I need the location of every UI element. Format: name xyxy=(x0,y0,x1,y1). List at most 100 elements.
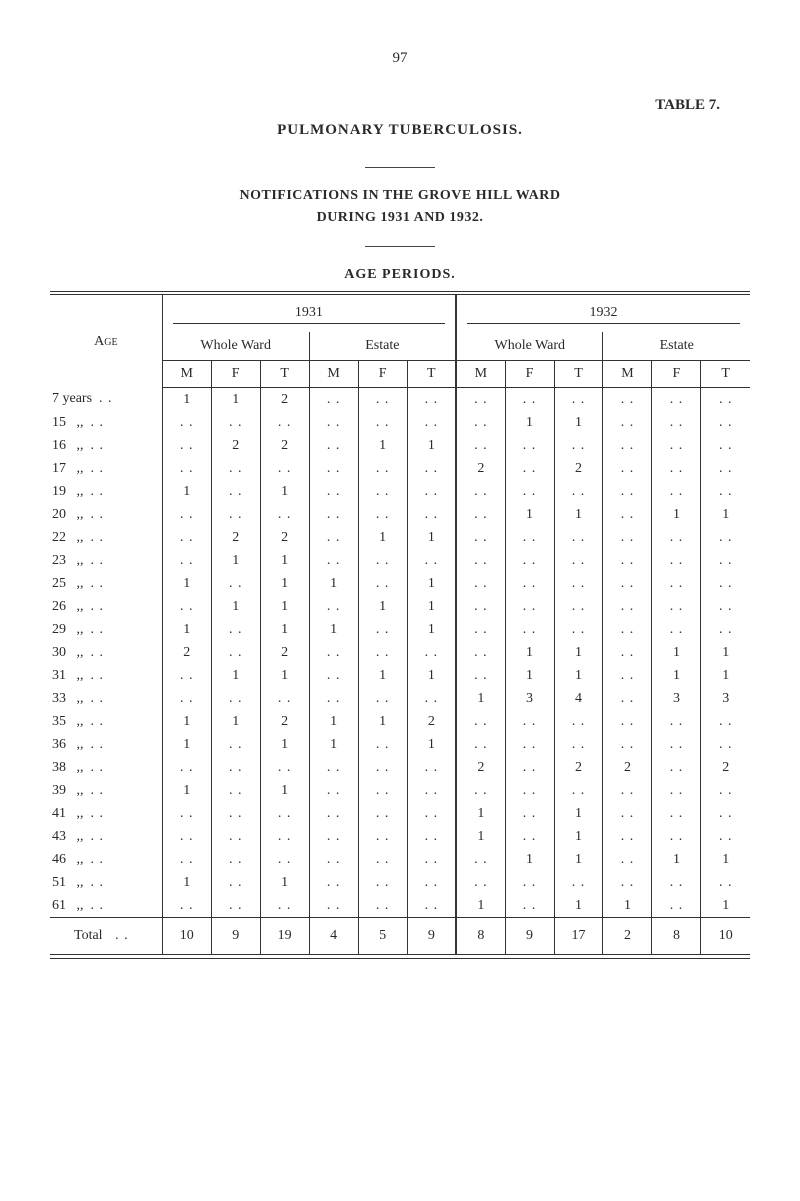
data-cell: . . xyxy=(260,457,309,480)
data-cell: 1 xyxy=(162,480,211,503)
data-cell: . . xyxy=(456,848,505,871)
data-cell: . . xyxy=(162,526,211,549)
data-cell: . . xyxy=(554,733,603,756)
data-cell: . . xyxy=(260,825,309,848)
data-cell: 1 xyxy=(309,572,358,595)
subtitle-line-1: NOTIFICATIONS IN THE GROVE HILL WARD xyxy=(50,188,750,204)
data-cell: . . xyxy=(701,526,750,549)
data-cell: . . xyxy=(260,894,309,918)
data-cell: 1 xyxy=(505,848,554,871)
table-row: 30 ,, . .2. .2. .. .. .. .11. .11 xyxy=(50,641,750,664)
data-cell: . . xyxy=(505,802,554,825)
data-cell: . . xyxy=(407,894,456,918)
data-cell: 2 xyxy=(260,710,309,733)
data-cell: . . xyxy=(652,779,701,802)
data-cell: . . xyxy=(505,733,554,756)
data-cell: . . xyxy=(309,894,358,918)
data-cell: 1 xyxy=(505,641,554,664)
data-cell: . . xyxy=(652,595,701,618)
data-cell: 1 xyxy=(358,434,407,457)
table-row: 17 ,, . .. .. .. .. .. .. .2. .2. .. .. … xyxy=(50,457,750,480)
data-cell: . . xyxy=(603,802,652,825)
total-c1: 9 xyxy=(211,918,260,955)
data-cell: . . xyxy=(701,595,750,618)
age-header-text: Age xyxy=(94,334,117,349)
data-cell: . . xyxy=(701,871,750,894)
data-cell: . . xyxy=(211,411,260,434)
data-cell: . . xyxy=(456,503,505,526)
data-cell: . . xyxy=(309,802,358,825)
data-cell: . . xyxy=(162,894,211,918)
data-cell: . . xyxy=(701,434,750,457)
data-cell: . . xyxy=(652,480,701,503)
data-cell: . . xyxy=(701,480,750,503)
data-cell: 1 xyxy=(260,733,309,756)
data-cell: 1 xyxy=(260,871,309,894)
table-row: 51 ,, . .1. .1. .. .. .. .. .. .. .. .. … xyxy=(50,871,750,894)
data-cell: . . xyxy=(603,549,652,572)
data-cell: . . xyxy=(358,388,407,412)
data-cell: 1 xyxy=(603,894,652,918)
data-cell: . . xyxy=(407,411,456,434)
table-row: 7 years . .112. .. .. .. .. .. .. .. .. … xyxy=(50,388,750,412)
total-c2: 19 xyxy=(260,918,309,955)
data-cell: . . xyxy=(456,572,505,595)
data-cell: 1 xyxy=(407,733,456,756)
data-cell: . . xyxy=(407,848,456,871)
data-cell: . . xyxy=(505,572,554,595)
data-cell: 1 xyxy=(505,503,554,526)
data-cell: . . xyxy=(456,618,505,641)
data-cell: . . xyxy=(162,687,211,710)
data-cell: . . xyxy=(505,434,554,457)
data-cell: 1 xyxy=(260,572,309,595)
table-row: 38 ,, . .. .. .. .. .. .. .2. .22. .2 xyxy=(50,756,750,779)
table-row: 26 ,, . .. .11. .11. .. .. .. .. .. . xyxy=(50,595,750,618)
data-cell: . . xyxy=(162,411,211,434)
data-cell: 1 xyxy=(260,480,309,503)
age-cell: 38 ,, . . xyxy=(50,756,162,779)
data-cell: 1 xyxy=(260,595,309,618)
data-cell: . . xyxy=(211,503,260,526)
data-cell: 1 xyxy=(554,894,603,918)
data-cell: . . xyxy=(407,503,456,526)
data-cell: . . xyxy=(701,457,750,480)
subtitle-line-2: DURING 1931 AND 1932. xyxy=(50,210,750,226)
data-cell: . . xyxy=(456,526,505,549)
data-cell: . . xyxy=(603,618,652,641)
data-cell: . . xyxy=(260,503,309,526)
whole-ward-1932: Whole Ward xyxy=(456,332,603,361)
data-cell: . . xyxy=(603,641,652,664)
data-cell: 1 xyxy=(652,641,701,664)
data-cell: 1 xyxy=(162,618,211,641)
data-cell: 1 xyxy=(407,572,456,595)
data-cell: . . xyxy=(358,779,407,802)
data-cell: 2 xyxy=(554,457,603,480)
data-cell: 1 xyxy=(701,503,750,526)
total-c11: 10 xyxy=(701,918,750,955)
data-cell: 1 xyxy=(554,848,603,871)
total-c7: 9 xyxy=(505,918,554,955)
data-cell: 2 xyxy=(456,756,505,779)
data-cell: . . xyxy=(162,549,211,572)
data-cell: . . xyxy=(603,388,652,412)
data-cell: . . xyxy=(162,848,211,871)
data-cell: . . xyxy=(652,733,701,756)
data-table: Age 1931 1932 Whole Ward Estate Whole Wa… xyxy=(50,295,750,955)
data-cell: . . xyxy=(456,434,505,457)
data-cell: . . xyxy=(652,572,701,595)
data-cell: . . xyxy=(456,549,505,572)
data-cell: 1 xyxy=(211,388,260,412)
data-cell: . . xyxy=(603,503,652,526)
data-cell: . . xyxy=(652,871,701,894)
col-t-3: T xyxy=(554,361,603,388)
data-cell: 1 xyxy=(358,595,407,618)
data-cell: . . xyxy=(456,733,505,756)
data-cell: . . xyxy=(652,434,701,457)
data-cell: . . xyxy=(603,411,652,434)
table-bottom-rule xyxy=(50,958,750,959)
table-row: 15 ,, . .. .. .. .. .. .. .. .11. .. .. … xyxy=(50,411,750,434)
data-cell: 1 xyxy=(260,549,309,572)
total-c5: 9 xyxy=(407,918,456,955)
data-cell: . . xyxy=(505,480,554,503)
data-cell: . . xyxy=(652,526,701,549)
